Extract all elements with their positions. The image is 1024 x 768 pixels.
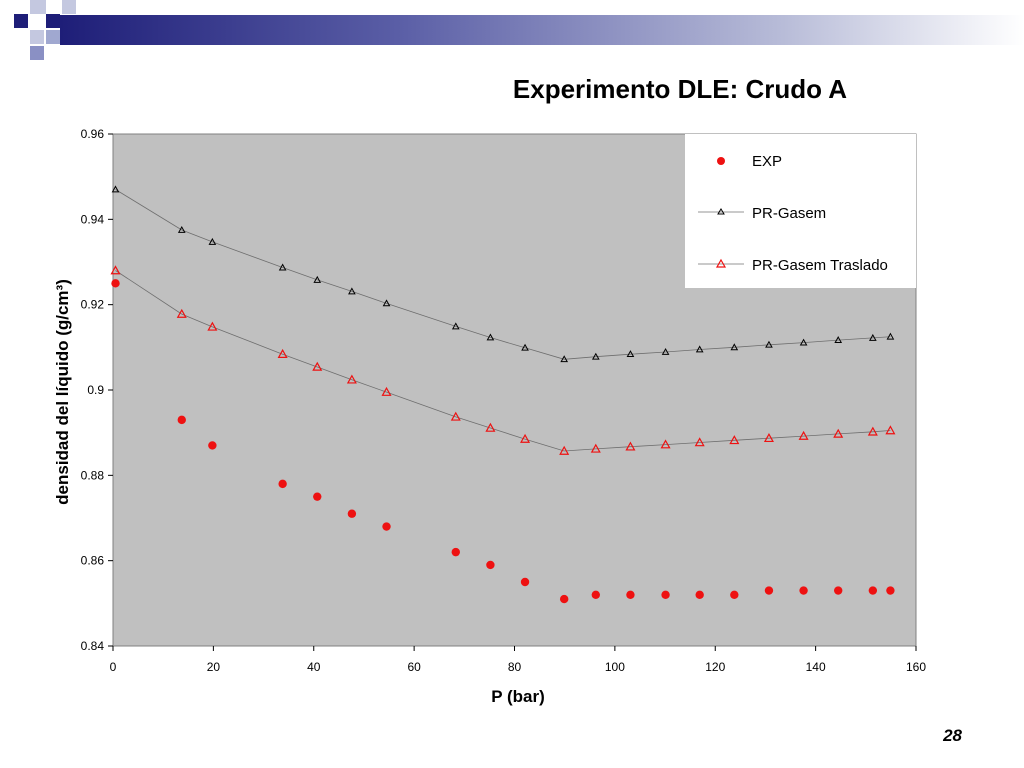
- axes: 0.84 0.86 0.88 0.9 0.92 0.94 0.96 0 20 40 60 80 100 1…: [81, 127, 927, 674]
- data-point-pr-gasem-traslado: [590, 443, 601, 453]
- y-tick-label: 0.9: [87, 383, 104, 397]
- data-point-pr-gasem: [208, 237, 217, 245]
- y-tick-label: 0.84: [81, 639, 105, 653]
- data-point-pr-gasem-traslado: [110, 265, 121, 275]
- y-tick-label: 0.96: [81, 127, 105, 141]
- data-point-pr-gasem: [486, 333, 495, 341]
- y-tick-label: 0.94: [81, 212, 105, 226]
- data-point-exp: [111, 279, 120, 288]
- x-tick-label: 0: [110, 660, 117, 674]
- legend: EXP PR-Gasem PR-Gasem Traslado: [685, 134, 916, 288]
- series-line-pr-gasem-traslado: [115, 270, 891, 452]
- x-tick-label: 60: [407, 660, 421, 674]
- legend-pr-traslado-label: PR-Gasem Traslado: [752, 257, 888, 274]
- data-point-exp: [486, 560, 495, 570]
- legend-exp-marker: [717, 157, 725, 165]
- data-point-exp: [886, 586, 895, 595]
- x-tick-label: 120: [705, 660, 725, 674]
- data-point-exp: [764, 586, 774, 595]
- data-point-pr-gasem-traslado: [833, 428, 844, 438]
- legend-exp-label: EXP: [752, 153, 782, 170]
- data-point-pr-gasem: [626, 350, 635, 358]
- y-axis-label: densidad del líquido (g/cm³): [53, 279, 72, 505]
- data-point-pr-gasem-traslado: [176, 308, 187, 318]
- series-layer: [110, 185, 896, 604]
- data-point-exp: [834, 586, 843, 595]
- data-point-exp: [799, 586, 808, 595]
- data-point-pr-gasem-traslado: [277, 348, 288, 358]
- data-point-pr-gasem: [278, 263, 287, 271]
- data-point-pr-gasem-traslado: [485, 422, 496, 432]
- data-point-exp: [591, 590, 601, 599]
- data-point-exp: [382, 522, 391, 531]
- x-tick-label: 80: [508, 660, 522, 674]
- data-point-pr-gasem-traslado: [381, 386, 392, 396]
- data-point-pr-gasem: [868, 333, 877, 341]
- series-line-pr-gasem: [115, 189, 891, 360]
- data-point-exp: [868, 586, 878, 595]
- legend-pr-traslado-marker: [715, 258, 727, 268]
- data-point-pr-gasem-traslado: [559, 445, 570, 455]
- data-point-pr-gasem: [886, 332, 895, 340]
- x-tick-label: 40: [307, 660, 321, 674]
- data-point-pr-gasem: [799, 338, 808, 346]
- data-point-pr-gasem: [730, 343, 739, 351]
- data-point-exp: [661, 590, 670, 599]
- data-point-pr-gasem: [111, 185, 120, 193]
- data-point-pr-gasem-traslado: [625, 441, 636, 451]
- data-point-exp: [313, 492, 322, 501]
- data-point-pr-gasem: [382, 299, 391, 307]
- data-point-pr-gasem-traslado: [694, 437, 705, 447]
- data-point-pr-gasem-traslado: [450, 411, 461, 421]
- data-point-exp: [278, 479, 287, 489]
- slide-title: Experimento DLE: Crudo A: [512, 74, 848, 104]
- data-point-pr-gasem-traslado: [729, 435, 740, 445]
- data-point-pr-gasem-traslado: [660, 439, 671, 449]
- data-point-pr-gasem: [661, 347, 670, 355]
- x-tick-label: 20: [207, 660, 221, 674]
- data-point-pr-gasem: [695, 345, 704, 353]
- data-point-pr-gasem-traslado: [867, 426, 878, 436]
- data-point-pr-gasem: [560, 355, 569, 363]
- data-point-exp: [559, 594, 569, 604]
- x-axis-label: P (bar): [491, 687, 545, 706]
- data-point-pr-gasem: [765, 340, 773, 348]
- data-point-pr-gasem: [521, 343, 529, 351]
- data-point-pr-gasem-traslado: [207, 321, 218, 331]
- x-tick-label: 100: [605, 660, 625, 674]
- x-tick-label: 160: [906, 660, 926, 674]
- data-point-pr-gasem: [451, 322, 460, 330]
- data-point-pr-gasem: [591, 352, 600, 360]
- data-point-pr-gasem-traslado: [346, 374, 357, 384]
- data-point-pr-gasem-traslado: [763, 432, 774, 443]
- data-point-pr-gasem: [348, 287, 356, 295]
- data-point-pr-gasem-traslado: [798, 430, 809, 440]
- data-point-pr-gasem-traslado: [520, 433, 531, 443]
- data-point-pr-gasem: [834, 336, 843, 343]
- data-point-exp: [730, 590, 739, 599]
- x-tick-label: 140: [806, 660, 826, 674]
- data-point-exp: [695, 590, 704, 599]
- page-number: 28: [943, 726, 962, 745]
- y-tick-label: 0.88: [81, 468, 105, 482]
- data-point-pr-gasem-traslado: [885, 425, 896, 435]
- data-point-exp: [177, 415, 186, 425]
- data-point-exp: [208, 441, 217, 450]
- data-point-exp: [451, 547, 460, 557]
- legend-pr-gasem-marker: [717, 208, 725, 215]
- data-point-exp: [520, 577, 530, 587]
- data-point-pr-gasem-traslado: [312, 361, 323, 371]
- data-point-exp: [626, 590, 635, 599]
- y-tick-label: 0.86: [81, 554, 105, 568]
- data-point-exp: [347, 509, 357, 518]
- legend-pr-gasem-label: PR-Gasem: [752, 205, 826, 222]
- data-point-pr-gasem: [313, 275, 322, 283]
- y-tick-label: 0.92: [81, 298, 105, 312]
- data-point-pr-gasem: [177, 225, 186, 233]
- header-decoration: [14, 0, 1024, 60]
